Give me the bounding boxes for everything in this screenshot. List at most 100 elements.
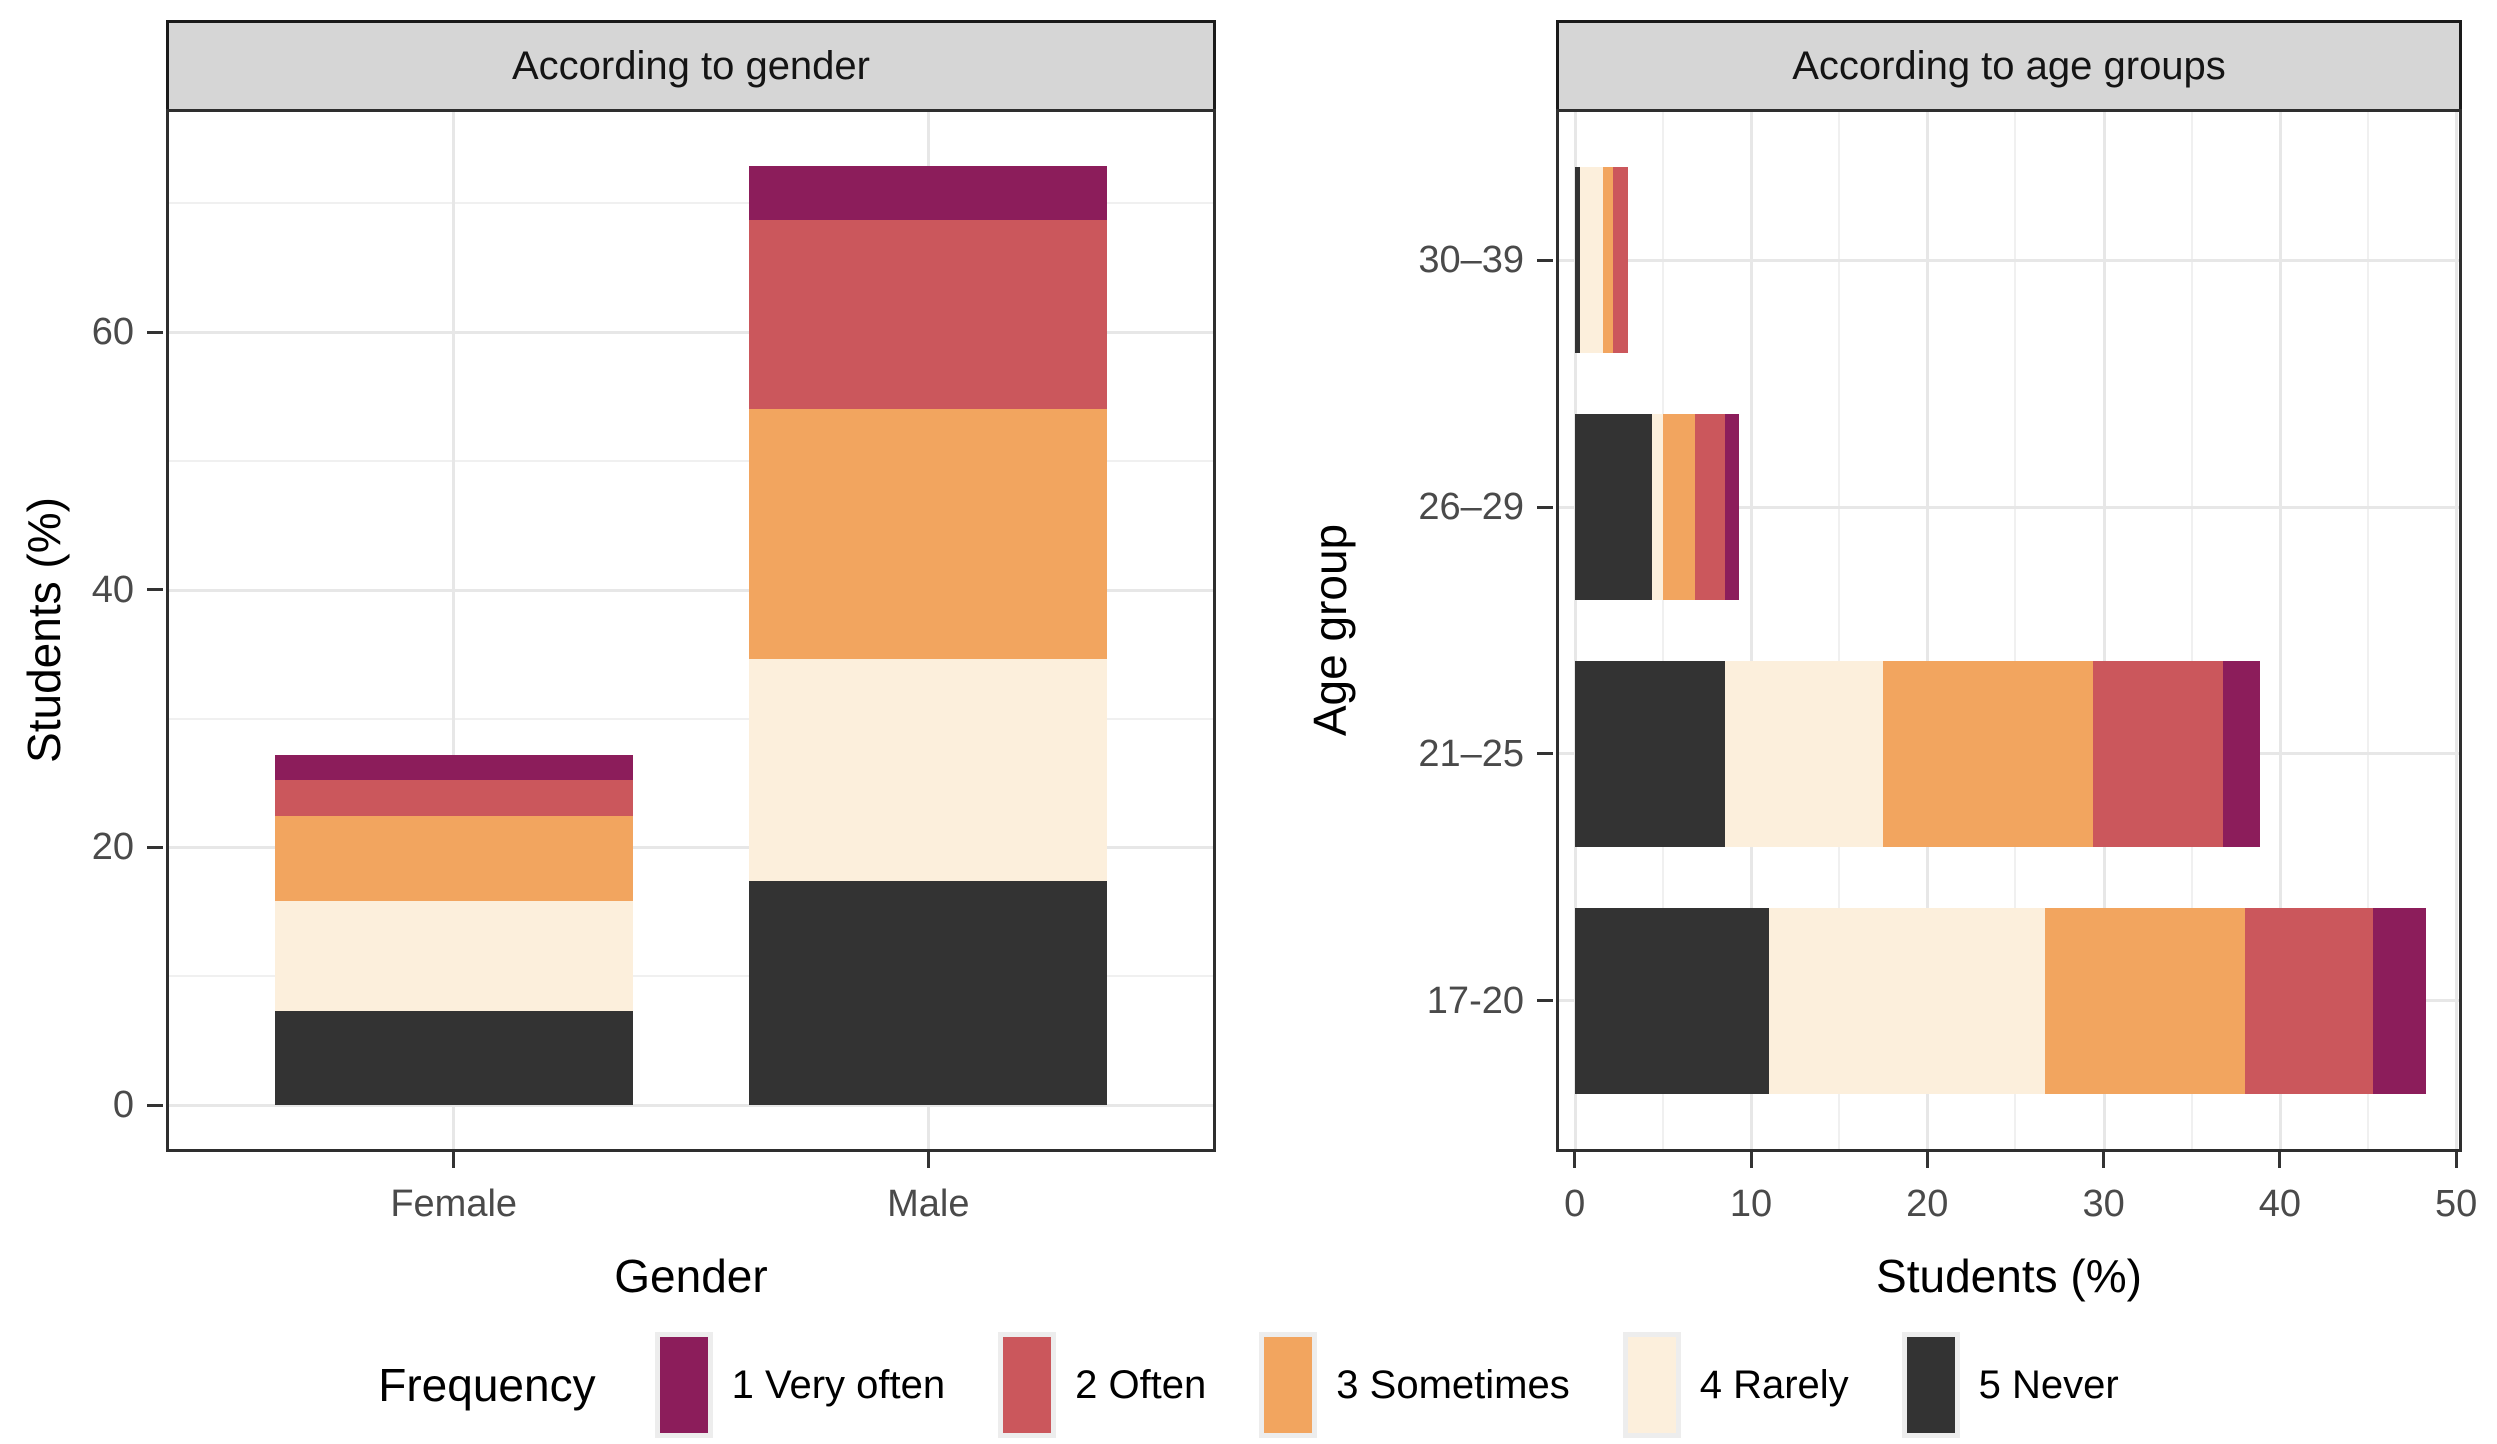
gridline-x-45 <box>2367 112 2370 1149</box>
y-tick-label-17-20: 17-20 <box>1426 979 1524 1022</box>
y-tick-label-60: 60 <box>91 311 134 354</box>
bar-segment-Female-4 Rarely <box>274 901 633 1011</box>
bar-segment-17-20-1 Very often <box>2373 907 2427 1094</box>
legend-label: 4 Rarely <box>1699 1362 1849 1407</box>
gridline-y-26–29 <box>1559 505 2459 509</box>
gridline-x-Female <box>452 112 456 1149</box>
y-tick-label-40: 40 <box>91 568 134 611</box>
gridline-y-30–39 <box>1559 258 2459 262</box>
gridline-y-50 <box>169 460 1213 462</box>
bar-segment-Female-1 Very often <box>274 754 633 781</box>
y-tick-label-0: 0 <box>112 1084 134 1126</box>
legend-label: 5 Never <box>1978 1362 2119 1407</box>
y-tick-26–29 <box>1537 505 1553 509</box>
legend-label: 3 Sometimes <box>1336 1362 1570 1407</box>
gridline-x-0 <box>1573 112 1577 1149</box>
y-tick-0 <box>147 1103 163 1107</box>
bar-segment-26–29-1 Very often <box>1724 414 1739 601</box>
panel-gender <box>166 109 1216 1152</box>
x-tick-Male <box>926 1152 930 1168</box>
bar-segment-17-20-4 Rarely <box>1768 907 2046 1094</box>
x-tick-label-30: 30 <box>2082 1183 2125 1225</box>
y-tick-label-30–39: 30–39 <box>1418 239 1524 282</box>
gridline-y-10 <box>169 975 1213 978</box>
facet-title-age-groups: According to age groups <box>1792 43 2226 88</box>
bar-segment-30–39-5 Never <box>1574 167 1580 354</box>
y-tick-40 <box>147 588 163 592</box>
legend-swatch-icon <box>1627 1337 1676 1433</box>
legend-entry-2 Often: 2 Often <box>1003 1337 1206 1433</box>
bar-segment-Female-2 Often <box>274 780 633 817</box>
bar-segment-Male-1 Very often <box>749 166 1108 221</box>
y-tick-20 <box>147 845 163 849</box>
bar-segment-30–39-2 Often <box>1613 167 1628 354</box>
gridline-y-40 <box>169 588 1213 592</box>
legend-entry-5 Never: 5 Never <box>1906 1337 2119 1433</box>
y-tick-21–25 <box>1537 752 1553 756</box>
legend-swatch-icon <box>1003 1337 1052 1433</box>
x-tick-label-40: 40 <box>2258 1183 2302 1225</box>
facet-strip-gender: According to gender <box>166 20 1216 112</box>
gridline-y-70 <box>169 202 1213 205</box>
legend-swatch-icon <box>659 1337 708 1433</box>
bar-segment-26–29-4 Rarely <box>1652 414 1663 601</box>
x-tick-label-Male: Male <box>887 1183 970 1225</box>
legend-entry-4 Rarely: 4 Rarely <box>1627 1337 1849 1433</box>
legend: Frequency 1 Very often 2 Often 3 Sometimes… <box>0 1330 2497 1440</box>
x-tick-Female <box>452 1152 456 1168</box>
x-tick-20 <box>1925 1152 1929 1168</box>
bar-segment-Female-5 Never <box>274 1010 633 1105</box>
gridline-y-60 <box>169 331 1213 335</box>
gridline-x-25 <box>2014 112 2017 1149</box>
bar-segment-Male-2 Often <box>749 220 1108 410</box>
x-tick-label-20: 20 <box>1906 1183 1949 1225</box>
y-tick-17-20 <box>1537 999 1553 1003</box>
bar-segment-30–39-4 Rarely <box>1579 167 1603 354</box>
bar-segment-21–25-2 Often <box>2093 660 2224 847</box>
x-tick-label-Female: Female <box>390 1183 518 1225</box>
gridline-x-35 <box>2190 112 2193 1149</box>
facet-strip-age-groups: According to age groups <box>1556 20 2462 112</box>
x-tick-50 <box>2454 1152 2458 1168</box>
bar-segment-Male-4 Rarely <box>749 659 1108 881</box>
facet-title-gender: According to gender <box>511 43 870 88</box>
bar-segment-Male-3 Sometimes <box>749 409 1108 660</box>
bar-segment-17-20-2 Often <box>2244 907 2374 1094</box>
x-tick-label-50: 50 <box>2435 1183 2478 1225</box>
gridline-x-15 <box>1838 112 1841 1149</box>
y-axis-title-left: Students (%) <box>18 497 70 763</box>
legend-swatch-icon <box>1906 1337 1955 1433</box>
bar-segment-17-20-3 Sometimes <box>2045 907 2245 1094</box>
gridline-x-50 <box>2455 112 2459 1149</box>
bar-segment-26–29-2 Often <box>1694 414 1725 601</box>
y-tick-label-26–29: 26–29 <box>1418 486 1524 529</box>
bar-segment-26–29-5 Never <box>1574 414 1653 601</box>
gridline-y-20 <box>169 846 1213 850</box>
panel-age-groups <box>1556 109 2462 1152</box>
gridline-y-0 <box>169 1104 1213 1107</box>
legend-entry-1 Very often: 1 Very often <box>659 1337 945 1433</box>
x-tick-0 <box>1573 1152 1577 1168</box>
gridline-x-30 <box>2102 112 2106 1149</box>
bar-segment-26–29-3 Sometimes <box>1662 414 1695 601</box>
legend-label: 2 Often <box>1075 1362 1207 1407</box>
bar-segment-Female-3 Sometimes <box>274 816 633 902</box>
legend-entry-3 Sometimes: 3 Sometimes <box>1264 1337 1570 1433</box>
x-tick-30 <box>2102 1152 2106 1168</box>
y-tick-30–39 <box>1537 258 1553 262</box>
x-tick-40 <box>2278 1152 2282 1168</box>
legend-title: Frequency <box>378 1359 596 1411</box>
x-tick-label-0: 0 <box>1564 1183 1586 1225</box>
gridline-x-40 <box>2278 112 2282 1149</box>
bar-segment-21–25-5 Never <box>1574 660 1725 847</box>
gridline-x-5 <box>1661 112 1664 1149</box>
gridline-x-20 <box>1926 112 1930 1149</box>
x-axis-title-right: Students (%) <box>1876 1250 2142 1302</box>
bar-segment-30–39-3 Sometimes <box>1602 167 1614 354</box>
bar-segment-21–25-1 Very often <box>2223 660 2261 847</box>
x-axis-title-left: Gender <box>614 1250 768 1302</box>
gridline-x-10 <box>1750 112 1753 1149</box>
gridline-y-30 <box>169 717 1213 720</box>
y-tick-label-20: 20 <box>91 826 134 869</box>
